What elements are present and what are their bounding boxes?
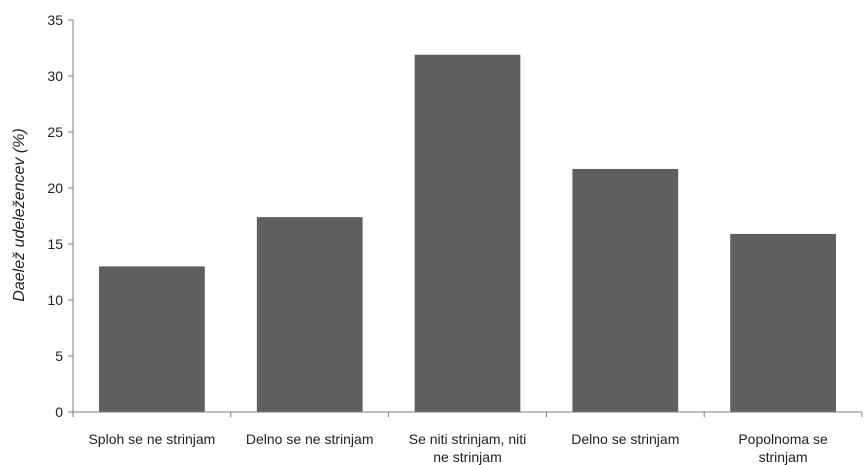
x-axis-labels: Sploh se ne strinjam Delno se ne strinjam…: [88, 431, 828, 465]
y-axis-ticks: 0 5 10 15 20 25 30 35: [47, 12, 73, 420]
axes: [72, 20, 863, 417]
x-category-label: Popolnoma se strinjam: [738, 431, 828, 465]
x-category-label: Delno se ne strinjam: [246, 431, 374, 447]
bar: [730, 233, 836, 412]
y-tick-label: 30: [47, 68, 63, 84]
y-axis-title: Daelež udeležencev (%): [11, 128, 28, 301]
bar: [414, 54, 521, 412]
y-tick-label: 10: [47, 292, 63, 308]
bar: [256, 217, 363, 412]
y-tick-label: 35: [47, 12, 63, 28]
x-category-label: Sploh se ne strinjam: [88, 431, 215, 447]
bars: [99, 54, 836, 412]
y-tick-label: 5: [55, 348, 63, 364]
y-tick-label: 0: [55, 404, 63, 420]
y-tick-label: 15: [47, 236, 63, 252]
y-tick-label: 20: [47, 180, 63, 196]
y-tick-label: 25: [47, 124, 63, 140]
x-category-label: Delno se strinjam: [571, 431, 679, 447]
x-category-label: Se niti strinjam, niti ne strinjam: [409, 431, 526, 465]
bar: [572, 168, 679, 412]
bar: [99, 266, 205, 412]
